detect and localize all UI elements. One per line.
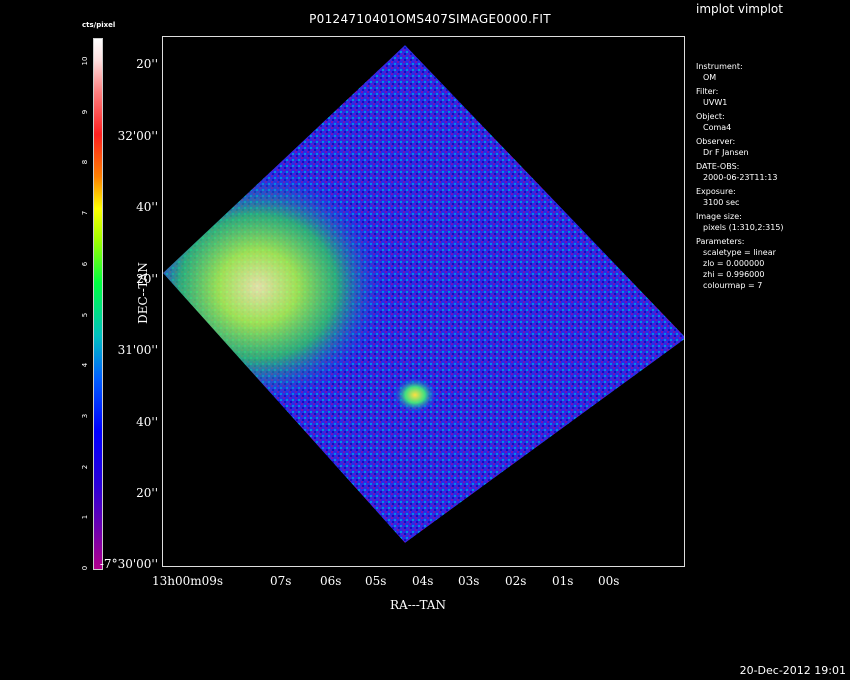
info-panel: Instrument: OM Filter: UVW1 Object: Coma4 Obse… xyxy=(696,58,784,291)
x-axis-label: RA---TAN xyxy=(390,598,446,612)
footer-date: 20-Dec-2012 19:01 xyxy=(739,664,846,677)
info-key: DATE-OBS: xyxy=(696,162,740,171)
info-value: scaletype = linear xyxy=(703,248,776,257)
info-key: Parameters: xyxy=(696,237,745,246)
info-value: OM xyxy=(703,73,717,82)
colorbar-tick-label: 2 xyxy=(81,464,89,469)
colorbar-tick-label: 7 xyxy=(81,210,89,216)
info-key: Object: xyxy=(696,112,725,121)
info-value: 3100 sec xyxy=(703,198,740,207)
colorbar-tick-label: 0 xyxy=(81,565,89,571)
colorbar-tick-label: 4 xyxy=(81,362,89,368)
x-tick-label: 01s xyxy=(552,574,574,588)
y-tick-label: 20'' xyxy=(136,486,158,500)
info-key: Instrument: xyxy=(696,62,743,71)
colorbar-tick-label: 5 xyxy=(81,312,89,317)
x-tick-label: 06s xyxy=(320,574,342,588)
point-source xyxy=(393,377,437,413)
colorbar-tick-label: 9 xyxy=(81,109,89,114)
info-key: Exposure: xyxy=(696,187,736,196)
plot-title: P0124710401OMS407SIMAGE0000.FIT xyxy=(309,12,551,26)
info-value: zhi = 0.996000 xyxy=(703,270,765,279)
x-tick-label: 05s xyxy=(365,574,387,588)
y-tick-label: 40'' xyxy=(136,200,158,214)
y-tick-label: 20'' xyxy=(136,272,158,286)
x-tick-label: 13h00m09s xyxy=(152,574,224,588)
x-tick-label: 00s xyxy=(598,574,620,588)
x-tick-label: 03s xyxy=(458,574,480,588)
info-key: Filter: xyxy=(696,87,719,96)
info-value: UVW1 xyxy=(703,98,728,107)
x-tick-label: 02s xyxy=(505,574,527,588)
x-tick-label: 04s xyxy=(412,574,434,588)
info-value: Dr F Jansen xyxy=(703,148,749,157)
x-tick-label: 07s xyxy=(270,574,292,588)
colorbar-tick-label: 6 xyxy=(81,261,89,267)
colorbar xyxy=(93,38,103,570)
y-tick-label: 40'' xyxy=(136,415,158,429)
colorbar-tick-label: 8 xyxy=(81,160,89,165)
info-value: 2000-06-23T11:13 xyxy=(703,173,778,182)
colorbar-tick-label: 1 xyxy=(81,515,89,520)
info-key: Observer: xyxy=(696,137,736,146)
colorbar-tick-label: 3 xyxy=(81,413,89,419)
info-value: colourmap = 7 xyxy=(703,281,763,290)
y-tick-label: 20'' xyxy=(136,57,158,71)
sky-image xyxy=(163,45,684,543)
info-key: Image size: xyxy=(696,212,742,221)
colorbar-label: cts/pixel xyxy=(82,21,116,29)
colorbar-tick-label: 10 xyxy=(81,56,89,66)
app-title: implot vimplot xyxy=(696,2,783,16)
info-value: Coma4 xyxy=(703,123,732,132)
image-footprint xyxy=(163,45,684,543)
info-value: zlo = 0.000000 xyxy=(703,259,765,268)
info-value: pixels (1:310,2:315) xyxy=(703,223,784,232)
y-tick-label: 31'00'' xyxy=(117,343,158,357)
y-tick-label: 32'00'' xyxy=(117,129,158,143)
image-frame xyxy=(162,36,685,567)
y-axis-label: DEC--TAN xyxy=(135,262,150,324)
y-tick-label: -7°30'00'' xyxy=(99,557,158,571)
